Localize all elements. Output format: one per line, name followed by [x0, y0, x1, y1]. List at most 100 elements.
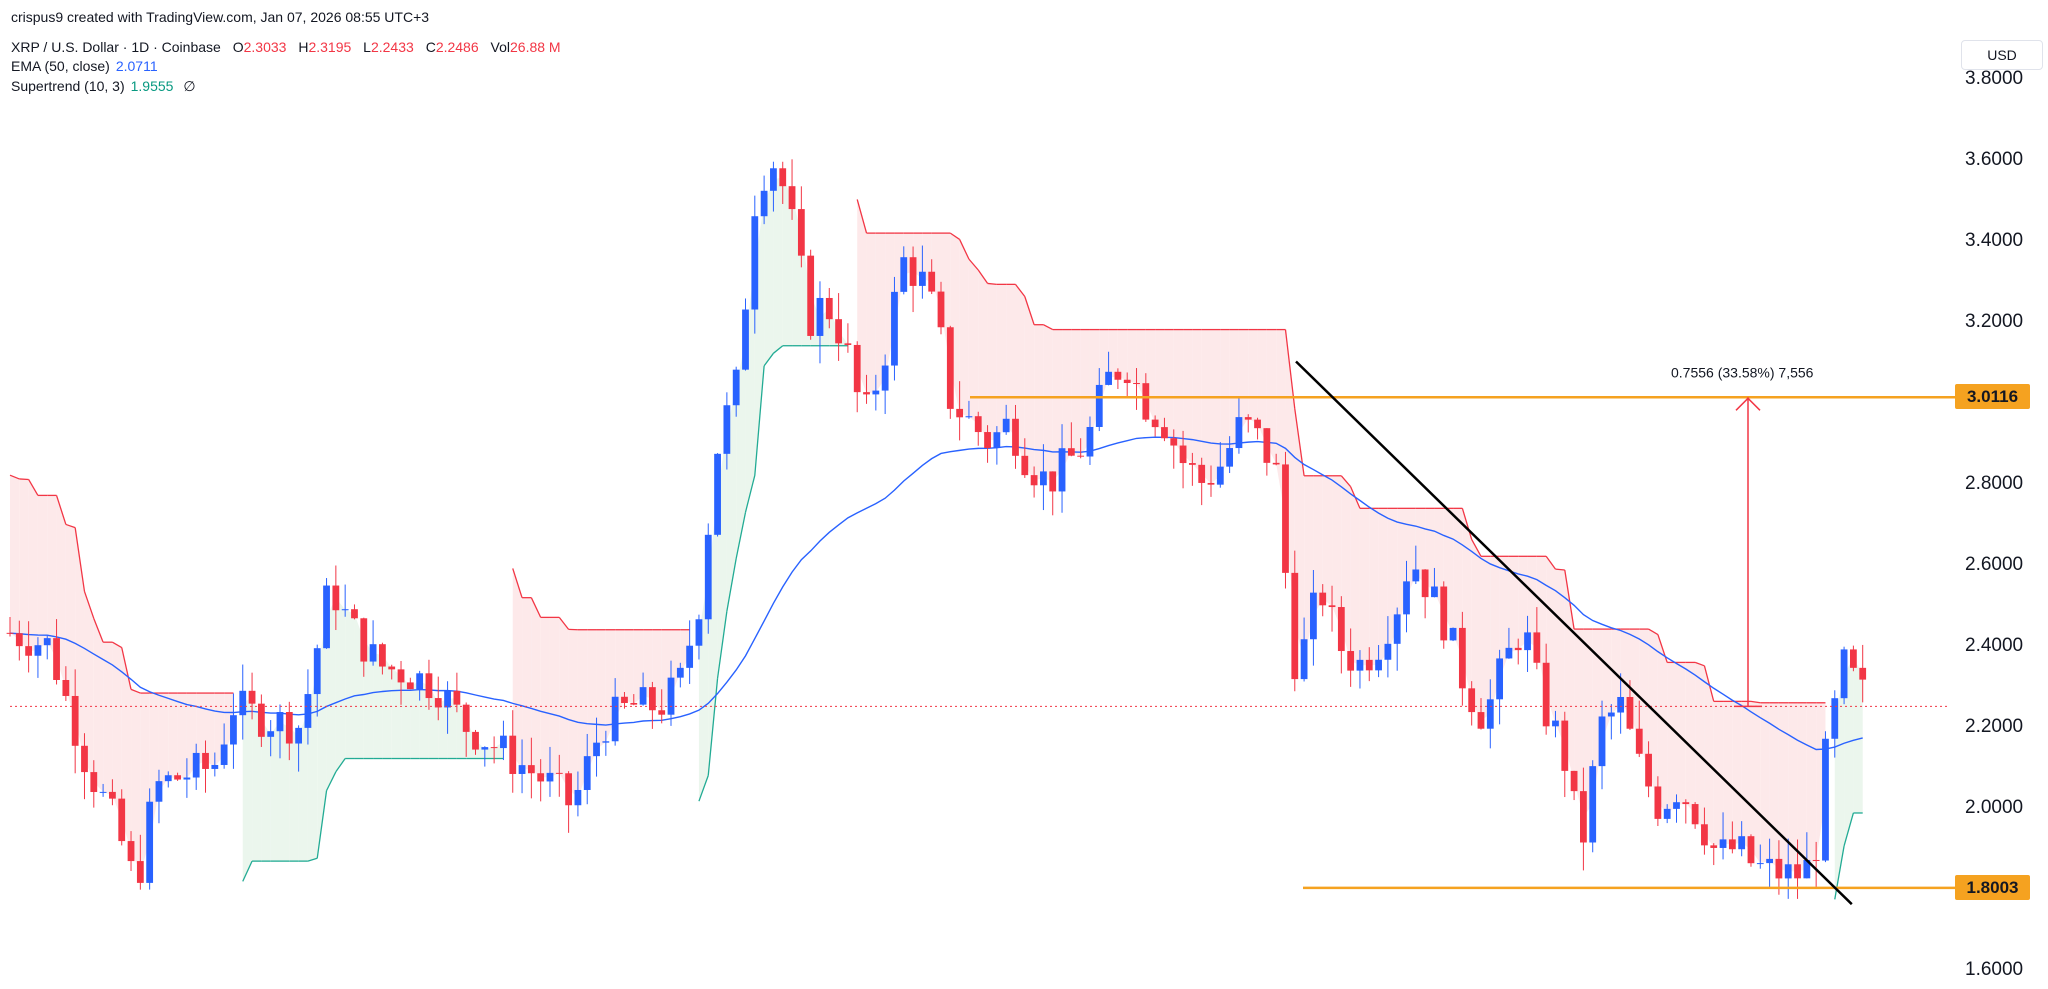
candle-body — [1338, 607, 1345, 651]
candle-body — [817, 298, 824, 336]
candle-body — [407, 682, 414, 689]
supertrend-fill — [103, 642, 112, 795]
candle-body — [1310, 593, 1317, 640]
candle-body — [1450, 628, 1457, 640]
supertrend-fill — [29, 479, 38, 650]
candle-body — [1226, 448, 1233, 467]
candle-body — [1096, 385, 1103, 427]
candle-body — [658, 710, 665, 714]
candle-body — [1757, 863, 1764, 864]
candle-body — [1785, 864, 1792, 878]
ema-label: EMA (50, close) — [11, 58, 110, 74]
candle-body — [882, 366, 889, 391]
candle-body — [1524, 632, 1531, 650]
candle-body — [1645, 754, 1652, 787]
hidden-eye-icon[interactable]: ∅ — [183, 78, 195, 94]
candle-body — [1077, 456, 1084, 457]
supertrend-line — [19, 479, 28, 480]
supertrend-fill — [522, 598, 531, 770]
candle-body — [621, 697, 628, 703]
candle-body — [1236, 417, 1243, 448]
supertrend-fill — [569, 629, 578, 797]
candle-body — [500, 736, 507, 748]
candle-body — [118, 799, 125, 841]
supertrend-fill — [773, 177, 782, 353]
candle-body — [7, 633, 14, 634]
supertrend-fill — [1071, 330, 1080, 457]
candle-body — [398, 669, 405, 682]
currency-unit-button[interactable]: USD — [1961, 40, 2043, 70]
candle-body — [1282, 464, 1289, 572]
supertrend-fill — [410, 681, 419, 758]
supertrend-line — [1555, 569, 1564, 570]
candle-body — [1859, 668, 1866, 680]
supertrend-fill — [1351, 487, 1360, 666]
supertrend-fill — [1323, 476, 1332, 606]
candle-body — [1543, 663, 1550, 727]
supertrend-fill — [960, 239, 969, 416]
candle-body — [230, 715, 237, 744]
candle-body — [53, 638, 60, 680]
candle-body — [388, 667, 395, 670]
candle-body — [1673, 802, 1680, 809]
candle-body — [72, 696, 79, 746]
candle-body — [1366, 660, 1373, 670]
candle-body — [984, 432, 991, 448]
close-value: 2.2486 — [436, 39, 479, 55]
candle-body — [770, 168, 777, 191]
candle-body — [165, 775, 172, 781]
candle-body — [807, 256, 814, 336]
candle-body — [547, 773, 554, 782]
candle-body — [993, 432, 1000, 448]
candle-body — [258, 704, 265, 737]
ema-line[interactable]: EMA (50, close)2.0711 — [11, 58, 158, 74]
y-tick-label: 3.4000 — [1965, 230, 2023, 251]
candle-body — [1254, 420, 1261, 429]
supertrend-fill — [1155, 330, 1164, 433]
candle-body — [565, 773, 572, 805]
supertrend-fill — [373, 653, 382, 759]
supertrend-fill — [1723, 701, 1732, 844]
candle-body — [1831, 698, 1838, 739]
candle-body — [370, 644, 377, 661]
candle-body — [1347, 651, 1354, 671]
supertrend-fill — [271, 722, 280, 862]
candle-body — [100, 792, 107, 793]
candle-body — [81, 746, 88, 772]
candle-body — [62, 680, 69, 696]
supertrend-fill — [1798, 703, 1807, 872]
supertrend-line[interactable]: Supertrend (10, 3)1.9555 ∅ — [11, 78, 196, 95]
candle-body — [798, 209, 805, 256]
candle-body — [612, 697, 619, 741]
supertrend-fill — [345, 610, 354, 759]
vol-key: Vol — [491, 39, 510, 55]
candle-body — [295, 728, 302, 744]
candle-body — [1031, 475, 1038, 485]
candle-body — [444, 691, 451, 708]
candle-body — [491, 747, 498, 748]
low-value: 2.2433 — [371, 39, 414, 55]
supertrend-fill — [1192, 330, 1201, 474]
candle-body — [556, 773, 563, 774]
supertrend-fill — [1379, 508, 1388, 665]
supertrend-fill — [1034, 325, 1043, 480]
candle-body — [1720, 839, 1727, 848]
candle-body — [1403, 581, 1410, 614]
candle-body — [1468, 688, 1475, 712]
candle-body — [1198, 465, 1205, 483]
y-tick-label: 2.2000 — [1965, 716, 2023, 737]
candle-body — [128, 841, 135, 861]
supertrend-fill — [550, 617, 559, 777]
candle-body — [1766, 859, 1773, 863]
candle-body — [342, 609, 349, 610]
y-tick-label: 2.6000 — [1965, 554, 2023, 575]
candle-body — [1599, 716, 1606, 766]
candle-body — [44, 638, 51, 645]
candle-body — [956, 409, 963, 417]
candle-body — [1459, 628, 1466, 688]
candle-body — [537, 773, 544, 781]
candle-body — [1738, 836, 1745, 849]
candle-body — [835, 319, 842, 343]
candle-body — [1533, 632, 1540, 662]
